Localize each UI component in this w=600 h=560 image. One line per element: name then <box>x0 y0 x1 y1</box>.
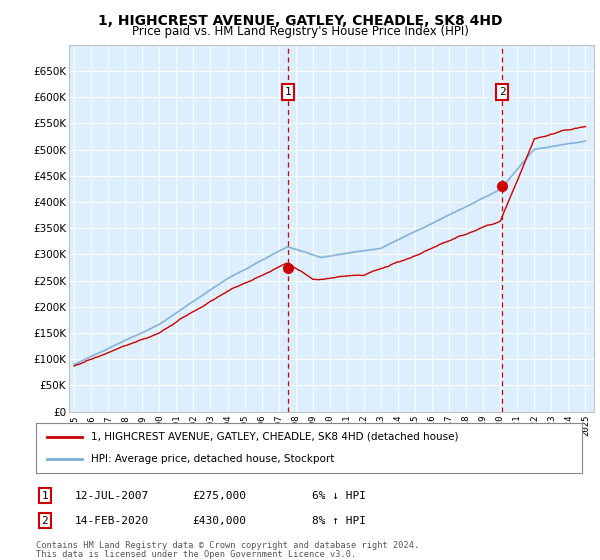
Text: 1: 1 <box>284 87 291 97</box>
Text: £430,000: £430,000 <box>192 516 246 526</box>
Text: 1: 1 <box>41 491 49 501</box>
Text: 1, HIGHCREST AVENUE, GATLEY, CHEADLE, SK8 4HD: 1, HIGHCREST AVENUE, GATLEY, CHEADLE, SK… <box>98 14 502 28</box>
Text: 2: 2 <box>41 516 49 526</box>
Text: £275,000: £275,000 <box>192 491 246 501</box>
Text: Contains HM Land Registry data © Crown copyright and database right 2024.: Contains HM Land Registry data © Crown c… <box>36 542 419 550</box>
Text: 2: 2 <box>499 87 506 97</box>
Text: 8% ↑ HPI: 8% ↑ HPI <box>312 516 366 526</box>
Text: HPI: Average price, detached house, Stockport: HPI: Average price, detached house, Stoc… <box>91 454 334 464</box>
Text: 1, HIGHCREST AVENUE, GATLEY, CHEADLE, SK8 4HD (detached house): 1, HIGHCREST AVENUE, GATLEY, CHEADLE, SK… <box>91 432 458 442</box>
Text: 14-FEB-2020: 14-FEB-2020 <box>75 516 149 526</box>
Text: 12-JUL-2007: 12-JUL-2007 <box>75 491 149 501</box>
Text: Price paid vs. HM Land Registry's House Price Index (HPI): Price paid vs. HM Land Registry's House … <box>131 25 469 38</box>
Text: 6% ↓ HPI: 6% ↓ HPI <box>312 491 366 501</box>
Text: This data is licensed under the Open Government Licence v3.0.: This data is licensed under the Open Gov… <box>36 550 356 559</box>
